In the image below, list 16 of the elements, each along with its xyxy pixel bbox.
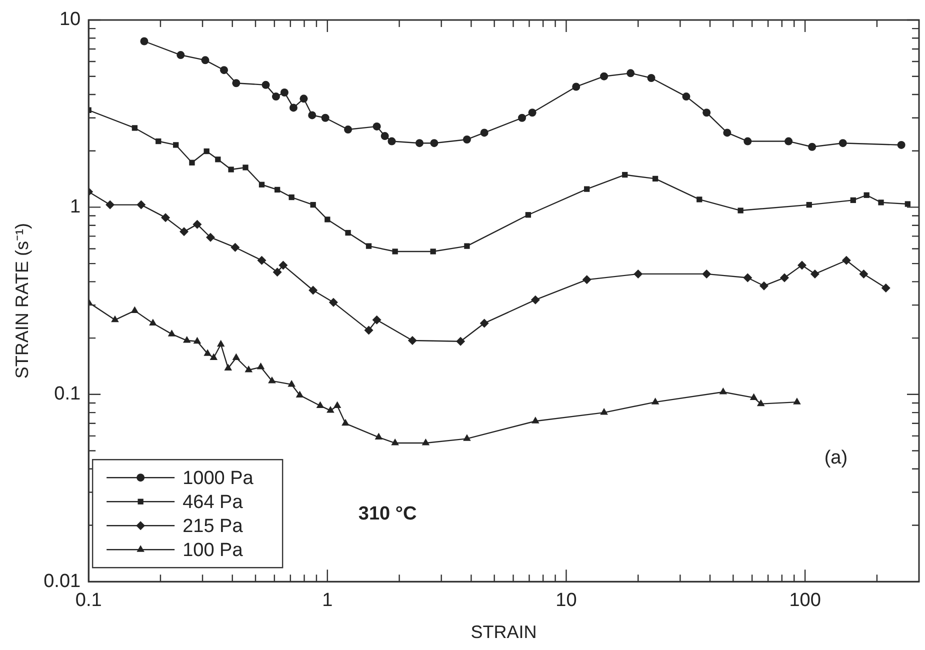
x-axis-title: STRAIN	[470, 622, 537, 642]
legend-label: 215 Pa	[182, 516, 244, 537]
y-tick-label: 0.01	[44, 570, 81, 592]
legend-label: 1000 Pa	[182, 468, 254, 489]
x-tick-label: 10	[556, 590, 577, 612]
y-tick-label: 10	[59, 9, 81, 30]
annotation: 310 °C	[358, 503, 417, 524]
legend-label: 464 Pa	[182, 492, 244, 513]
y-tick-label: 0.1	[54, 384, 81, 405]
annotation: (a)	[824, 447, 848, 468]
y-axis-title: STRAIN RATE (s⁻¹)	[12, 222, 32, 379]
x-tick-label: 1	[322, 590, 333, 612]
y-tick-label: 1	[70, 196, 81, 218]
x-tick-label: 100	[789, 590, 821, 612]
legend-label: 100 Pa	[182, 540, 244, 561]
x-tick-label: 0.1	[75, 590, 102, 612]
